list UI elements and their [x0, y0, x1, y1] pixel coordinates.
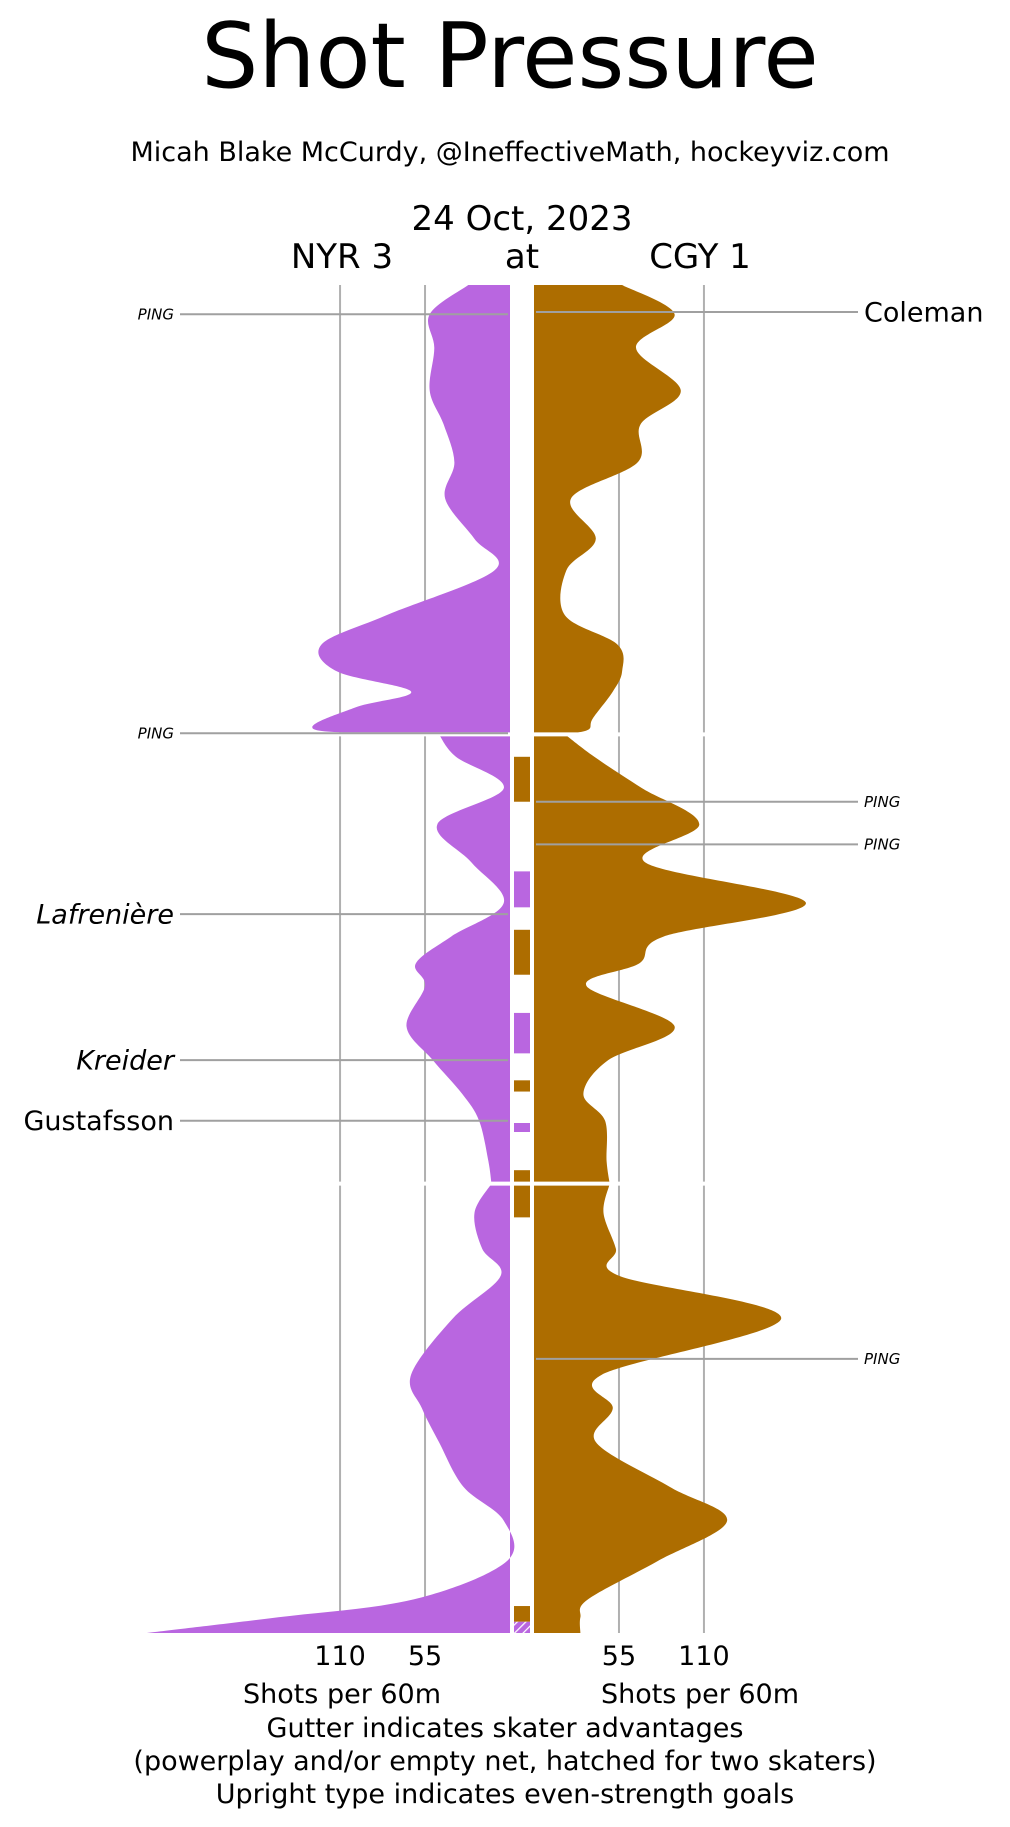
event-label-2: Lafrenière — [36, 900, 174, 931]
tick-label-left-110: 110 — [314, 1641, 366, 1672]
away-area-period-3 — [146, 1183, 515, 1633]
skater-advantage-gutter — [514, 756, 530, 1633]
gutter-block-1 — [514, 871, 530, 908]
event-label-6: PING — [864, 793, 900, 811]
away-area-period-2 — [406, 734, 510, 1184]
event-label-8: PING — [864, 1350, 900, 1368]
home-area-period-2 — [534, 734, 806, 1184]
gutter-block-7 — [514, 1183, 530, 1218]
event-label-4: Gustafsson — [23, 1106, 174, 1137]
event-label-7: PING — [864, 836, 900, 854]
event-label-5: Coleman — [864, 297, 983, 328]
event-labels: PING PING Lafrenière Kreider Gustafsson Colem… — [23, 297, 983, 1368]
right-x-axis-label: Shots per 60m — [601, 1679, 799, 1710]
shot-pressure-areas — [146, 285, 806, 1633]
home-team-label: CGY 1 — [649, 237, 751, 277]
at-label: at — [505, 237, 539, 277]
gutter-block-9 — [514, 1621, 530, 1633]
footnote-line-1: Gutter indicates skater advantages — [267, 1713, 744, 1744]
tick-label-left-55: 55 — [408, 1641, 442, 1672]
event-label-1: PING — [138, 724, 174, 742]
period-breaks — [0, 732, 1010, 1186]
gutter-block-3 — [514, 1012, 530, 1054]
gutter-block-2 — [514, 929, 530, 975]
x-tick-labels: 110 110 55 55 — [314, 1641, 729, 1672]
home-area-period-1 — [534, 285, 681, 735]
gutter-block-6 — [514, 1170, 530, 1184]
tick-label-right-55: 55 — [602, 1641, 636, 1672]
game-date: 24 Oct, 2023 — [412, 199, 633, 239]
away-area-period-1 — [312, 285, 510, 735]
tick-label-right-110: 110 — [678, 1641, 730, 1672]
gutter-block-0 — [514, 756, 530, 802]
footnote-line-2: (powerplay and/or empty net, hatched for… — [133, 1746, 876, 1777]
footnote-line-3: Upright type indicates even-strength goa… — [216, 1779, 794, 1810]
gutter-block-4 — [514, 1080, 530, 1092]
event-label-3: Kreider — [76, 1046, 176, 1077]
away-team-label: NYR 3 — [291, 237, 393, 277]
chart-title: Shot Pressure — [201, 4, 818, 109]
left-x-axis-label: Shots per 60m — [243, 1679, 441, 1710]
event-label-0: PING — [138, 305, 174, 323]
gutter-block-8 — [514, 1606, 530, 1622]
home-area-period-3 — [534, 1183, 782, 1633]
chart-subtitle: Micah Blake McCurdy, @IneffectiveMath, h… — [130, 137, 889, 168]
gutter-block-5 — [514, 1123, 530, 1132]
